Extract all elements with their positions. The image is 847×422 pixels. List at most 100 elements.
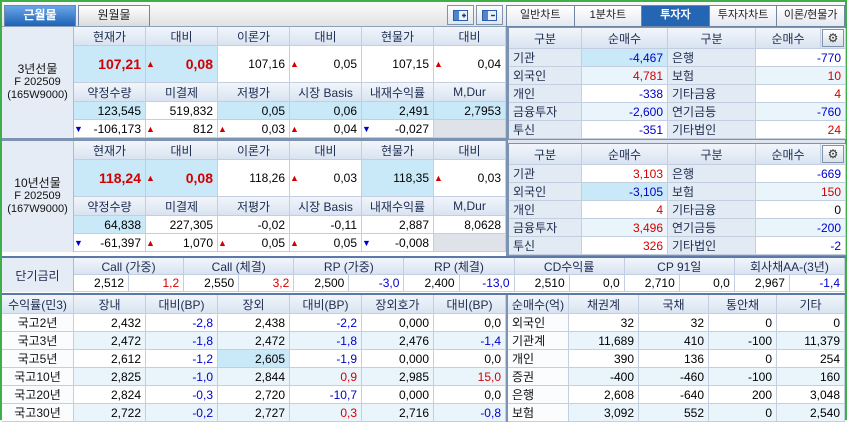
cell-value: 2,967 <box>754 276 785 290</box>
netbuy-cell: 11,379 <box>777 332 845 350</box>
stat-cell: 2,887 <box>362 216 434 234</box>
grid-minus-icon[interactable] <box>476 5 503 25</box>
column-header: 대비(BP) <box>434 295 506 314</box>
cell-value: -106,173 <box>93 121 141 136</box>
cell-value: 4 <box>656 202 663 217</box>
cell-value: -0,2 <box>192 405 213 420</box>
cell-value: 2,612 <box>110 351 141 366</box>
cell-value: -2,600 <box>628 104 663 119</box>
cell-value: 118,26 <box>249 171 285 185</box>
yield-cell: 0,0 <box>434 350 506 368</box>
bond-label: 국고2년 <box>2 314 74 332</box>
cell-value: 2,985 <box>398 369 429 384</box>
chart-tab[interactable]: 투자자 <box>642 5 710 27</box>
cell-value: 552 <box>683 405 704 420</box>
column-header: 미결제 <box>146 83 218 102</box>
netbuy-cell: 10 <box>756 67 846 85</box>
cell-value: 2,432 <box>110 315 141 330</box>
column-header: 저평가 <box>218 197 290 216</box>
up-arrow-icon: ▲ <box>146 123 155 134</box>
price-cell: 118,35 <box>362 160 434 197</box>
investor-label: 기타법인 <box>668 121 756 139</box>
cell-value: 160 <box>819 369 840 384</box>
rate-header: RP (가중) <box>294 258 405 275</box>
yield-cell: 0,0 <box>434 314 506 332</box>
investor-label: 개인 <box>509 85 582 103</box>
stat-cell: 0,05 <box>218 102 290 120</box>
cell-value: 2,500 <box>314 276 345 290</box>
cell-value: 2,844 <box>254 369 285 384</box>
cell-value: 0,03 <box>477 171 501 185</box>
netbuy-cell: 3,092 <box>569 404 639 422</box>
netbuy-cell: 390 <box>569 350 639 368</box>
column-header: 약정수량 <box>74 83 146 102</box>
cell-value: 0,04 <box>477 57 501 71</box>
grid-plus-icon[interactable] <box>447 5 474 25</box>
investor-label: 개인 <box>509 201 582 219</box>
column-header: 이론가 <box>218 141 290 160</box>
netbuy-cell: -760 <box>756 103 846 121</box>
yield-cell: 2,432 <box>74 314 146 332</box>
month-tab[interactable]: 원월물 <box>78 5 150 26</box>
settings-gear-icon[interactable]: ⚙ <box>822 29 844 47</box>
change-cell: ▲ 0,03 <box>218 120 290 138</box>
netbuy-cell: 410 <box>639 332 709 350</box>
netbuy-cell: 24 <box>756 121 846 139</box>
price-cell: 107,21 <box>74 46 146 83</box>
cell-value: 0,04 <box>333 121 357 136</box>
chart-tab[interactable]: 1분차트 <box>574 5 643 27</box>
investor-label: 외국인 <box>509 67 582 85</box>
cell-value: -669 <box>816 166 841 181</box>
netbuy-cell: -2,600 <box>582 103 668 121</box>
chart-tab[interactable]: 일반차트 <box>506 5 575 27</box>
yield-cell: 2,605 <box>218 350 290 368</box>
investor-label: 투신 <box>509 121 582 139</box>
netbuy-cell: 200 <box>709 386 777 404</box>
yield-cell: -0,2 <box>146 404 218 422</box>
yield-cell: -1,8 <box>290 332 362 350</box>
bottom-tables: 수익률(민3) 장내 대비(BP) 장외 대비(BP) 장외호가 대비(BP) 국고2년 2,4… <box>2 295 845 422</box>
column-header: 기타 <box>777 295 845 314</box>
cell-value: -1,0 <box>192 369 213 384</box>
cell-value: 0,0 <box>484 315 501 330</box>
stat-cell: -0,11 <box>290 216 362 234</box>
cell-value: -0,3 <box>192 387 213 402</box>
column-header: 국채 <box>639 295 709 314</box>
settings-gear-icon[interactable]: ⚙ <box>822 145 844 163</box>
up-arrow-icon: ▲ <box>434 59 443 69</box>
cell-value: -0,027 <box>394 121 429 136</box>
chart-tab[interactable]: 투자자차트 <box>709 5 778 27</box>
cell-value: -0,8 <box>480 405 501 420</box>
column-header: 대비 <box>290 141 362 160</box>
cell-value: 0 <box>765 315 772 330</box>
investor-label: 은행 <box>508 386 569 404</box>
chart-tab[interactable]: 이론/현물가 <box>777 5 845 27</box>
price-cell: 118,26 <box>218 160 290 197</box>
short-rates-strip: 단기금리 Call (가중) Call (체결) RP (가중) RP (체결) CD수익… <box>2 256 845 295</box>
netbuy-cell: 0 <box>709 350 777 368</box>
column-header: 대비 <box>146 141 218 160</box>
contract-label-line: (167W9000) <box>7 203 68 215</box>
price-cell: ▲ 0,08 <box>146 46 218 83</box>
price-cell: ▲ 0,03 <box>290 160 362 197</box>
cell-value: 3,496 <box>632 220 663 235</box>
cell-value: 2,512 <box>94 276 125 290</box>
cell-value: 2,7953 <box>464 103 501 118</box>
month-tab[interactable]: 근월물 <box>4 5 76 26</box>
investor-label: 기관 <box>509 165 582 183</box>
netbuy-cell: 3,048 <box>777 386 845 404</box>
futures-contract-label: 10년선물 F 202509 (167W9000) <box>2 141 74 252</box>
futures-block: 3년선물 F 202509 (165W9000) 현재가 대비 이론가 대비 현물가 대비 107… <box>2 27 506 141</box>
futures-quote-panel: 3년선물 F 202509 (165W9000) 현재가 대비 이론가 대비 현물가 대비 107… <box>2 27 508 256</box>
rate-header: CD수익률 <box>514 258 625 275</box>
cell-value: 0,05 <box>333 57 357 71</box>
cell-value: 2,727 <box>254 405 285 420</box>
yield-cell: 0,000 <box>362 386 434 404</box>
investor-label: 연기금등 <box>668 103 756 121</box>
cell-value: 0,000 <box>398 351 429 366</box>
cell-value: 0,0 <box>484 351 501 366</box>
bond-yield-table: 수익률(민3) 장내 대비(BP) 장외 대비(BP) 장외호가 대비(BP) 국고2년 2,4… <box>2 295 508 422</box>
yield-cell: 2,472 <box>74 332 146 350</box>
cell-value: -10,7 <box>329 387 357 402</box>
